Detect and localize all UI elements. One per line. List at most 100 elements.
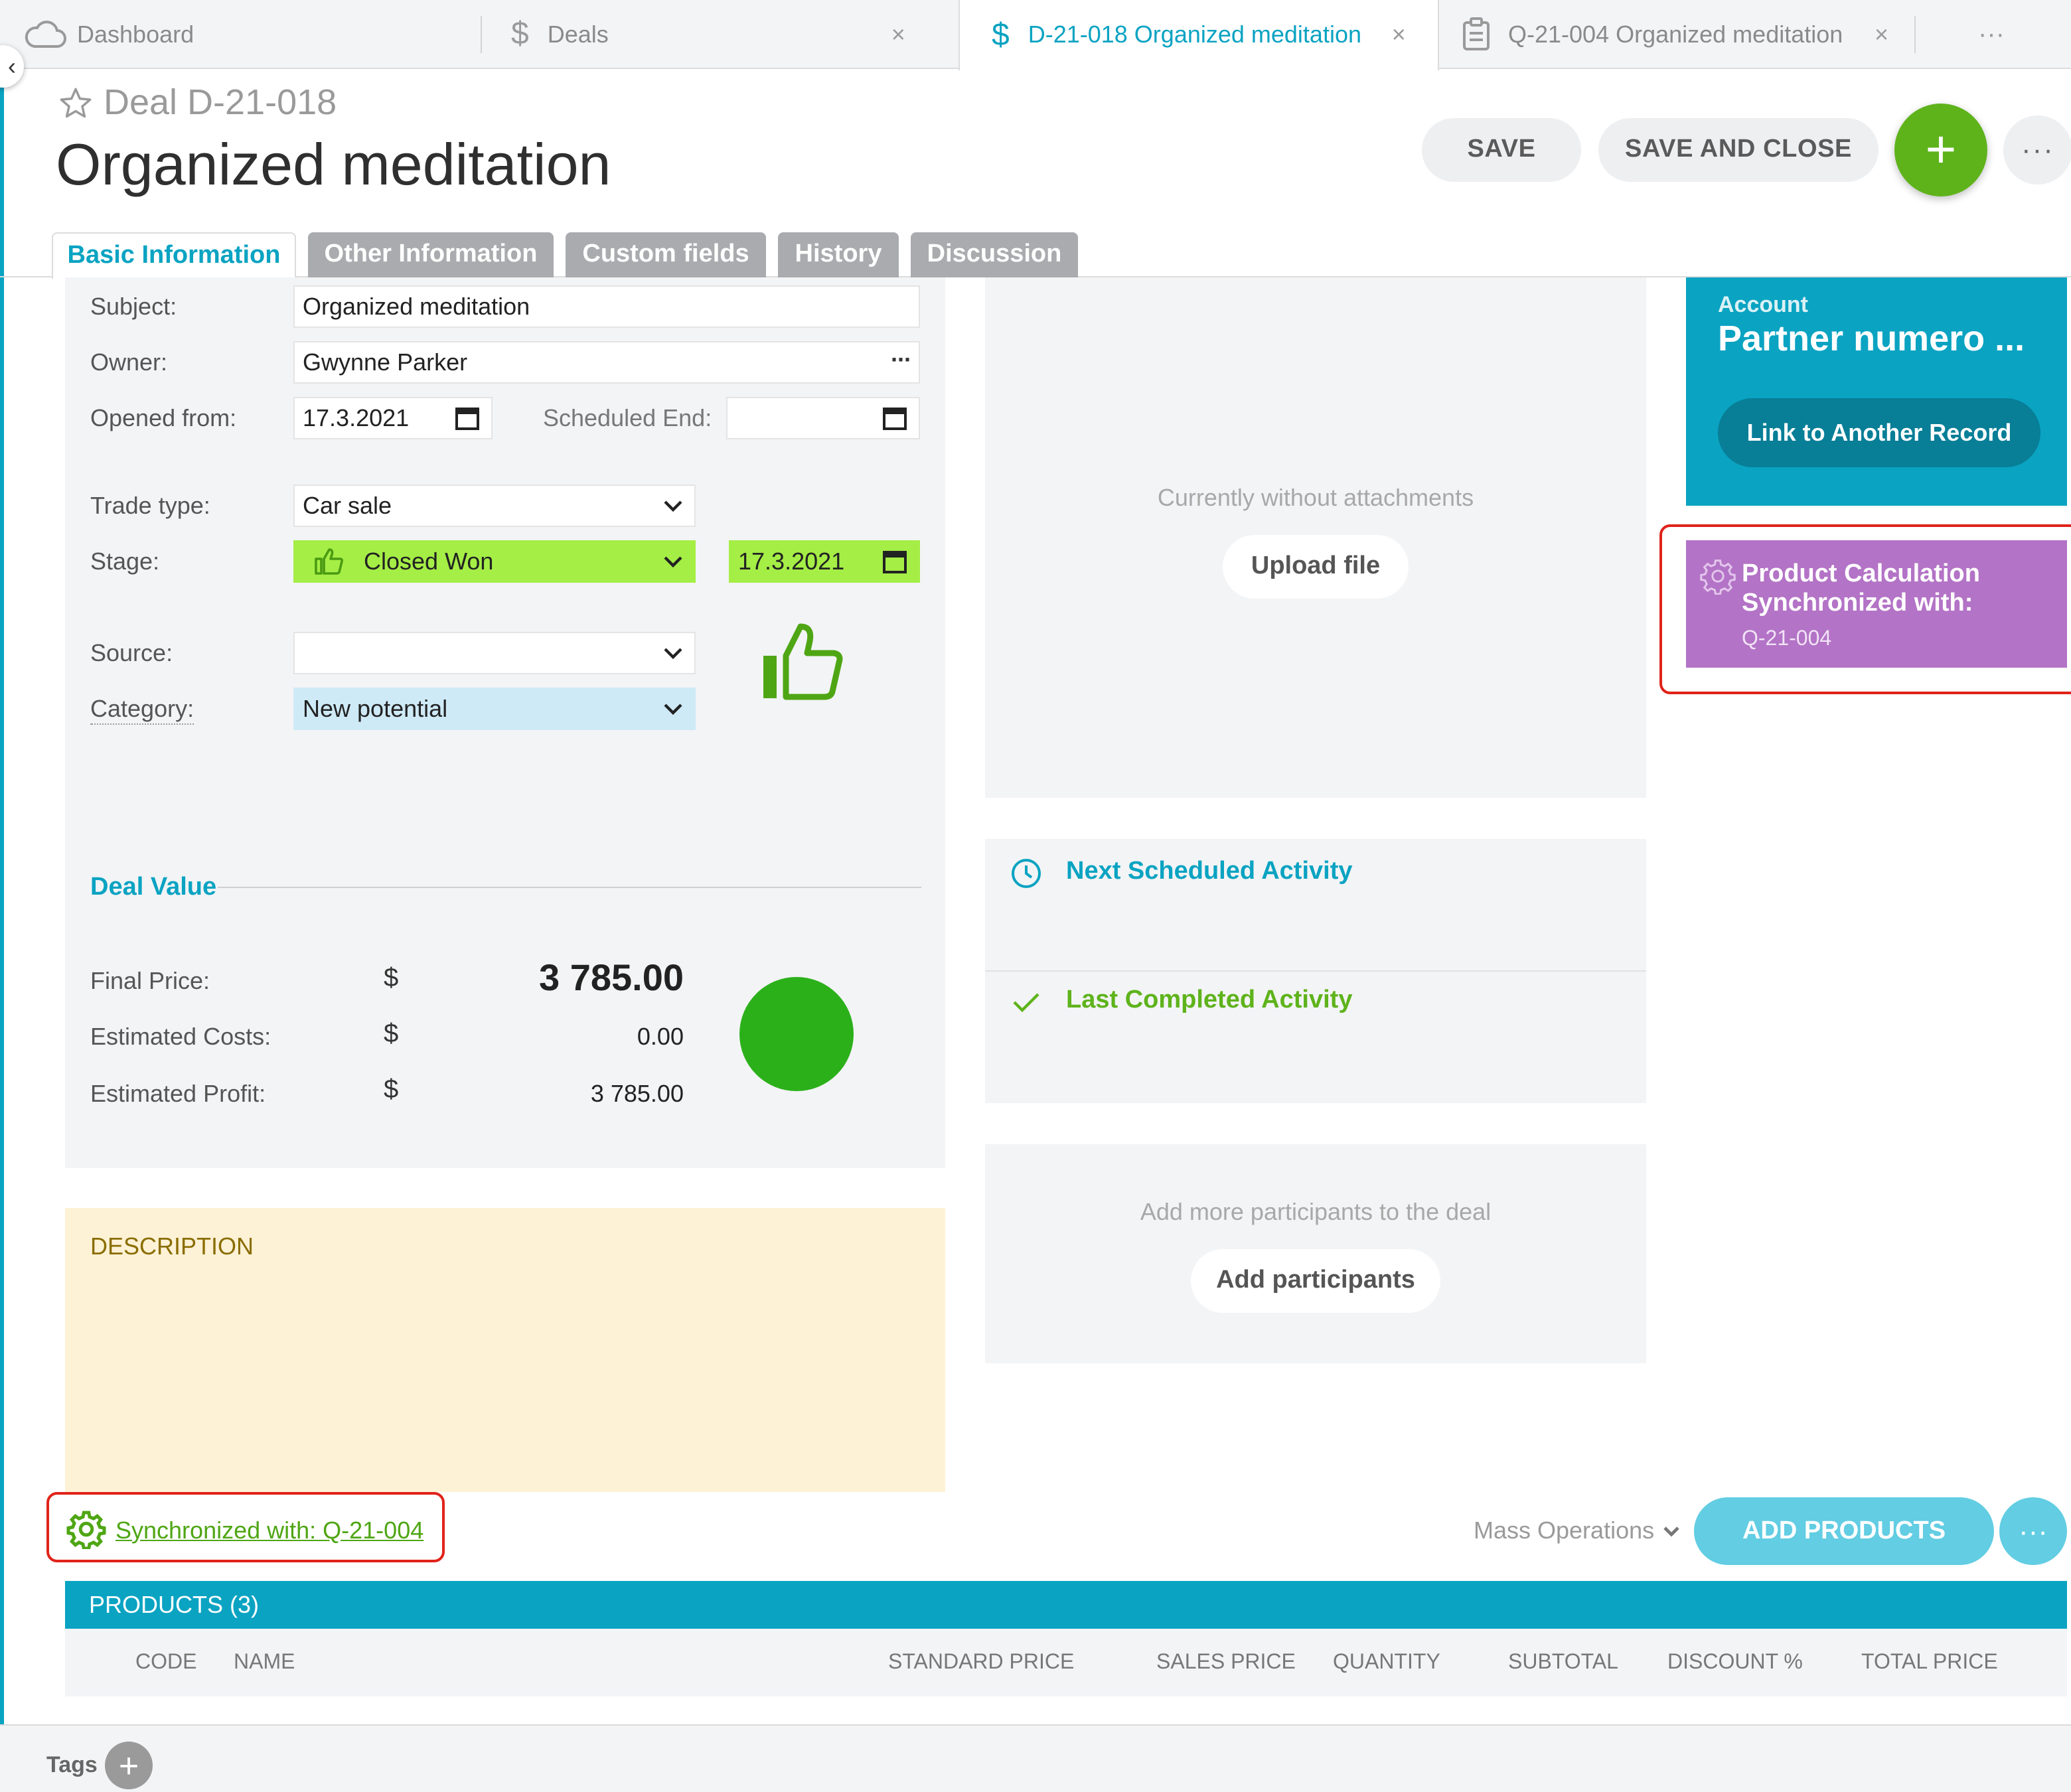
close-icon[interactable]: × — [1875, 21, 1889, 47]
chevron-down-icon — [662, 646, 684, 660]
tab-dashboard[interactable]: Dashboard — [24, 0, 462, 69]
mass-operations-label: Mass Operations — [1474, 1517, 1655, 1544]
calendar-icon[interactable] — [454, 405, 481, 431]
save-and-close-button[interactable]: SAVE AND CLOSE — [1598, 118, 1879, 182]
more-actions-button[interactable]: ··· — [2003, 115, 2071, 185]
category-label[interactable]: Category: — [90, 696, 194, 725]
star-icon[interactable] — [58, 86, 93, 120]
tab-separator — [1914, 16, 1916, 53]
tab-history[interactable]: History — [778, 232, 899, 277]
save-button[interactable]: SAVE — [1422, 118, 1581, 182]
product-calc-subtitle: Synchronized with: — [1742, 589, 1973, 617]
description-panel[interactable]: DESCRIPTION — [65, 1208, 945, 1492]
next-scheduled-activity-link[interactable]: Next Scheduled Activity — [1066, 858, 1353, 885]
estimated-costs-value: 0.00 — [637, 1023, 684, 1050]
tab-label: Deals — [547, 21, 609, 47]
final-price-value: 3 785.00 — [539, 957, 684, 998]
stage-select[interactable]: Closed Won — [293, 540, 696, 583]
calendar-icon[interactable] — [882, 405, 908, 431]
products-title: PRODUCTS (3) — [89, 1591, 260, 1617]
tab-deal-d-21-018[interactable]: $ D-21-018 Organized meditation × — [959, 0, 1439, 70]
column-header-sales-price[interactable]: SALES PRICE — [1156, 1651, 1296, 1674]
final-price-label: Final Price: — [90, 968, 210, 994]
currency-symbol: $ — [384, 964, 399, 993]
clock-icon — [1010, 858, 1042, 889]
tab-overflow-button[interactable]: ··· — [1978, 19, 2005, 48]
owner-field[interactable]: Gwynne Parker ··· — [293, 341, 920, 384]
left-accent-bar — [0, 0, 4, 1792]
trade-type-select[interactable]: Car sale — [293, 485, 696, 527]
chevron-down-icon — [662, 702, 684, 715]
thumbs-up-icon — [759, 621, 847, 704]
column-header-quantity[interactable]: QUANTITY — [1333, 1651, 1440, 1674]
scheduled-end-date-input[interactable] — [726, 397, 920, 439]
tags-footer — [0, 1724, 2071, 1792]
upload-file-button[interactable]: Upload file — [1223, 535, 1409, 599]
product-calc-ref[interactable]: Q-21-004 — [1742, 628, 1832, 650]
last-completed-activity-link[interactable]: Last Completed Activity — [1066, 986, 1353, 1014]
subject-label: Subject: — [90, 293, 177, 320]
thumbs-up-icon — [313, 547, 345, 576]
add-button[interactable]: + — [1894, 104, 1987, 196]
tab-label: Q-21-004 Organized meditation — [1508, 21, 1843, 47]
tab-custom-fields[interactable]: Custom fields — [566, 232, 766, 277]
close-icon[interactable]: × — [891, 21, 905, 47]
trade-type-value: Car sale — [303, 492, 392, 518]
stage-value: Closed Won — [364, 548, 494, 574]
column-header-total-price[interactable]: TOTAL PRICE — [1861, 1651, 1998, 1674]
column-header-code[interactable]: CODE — [135, 1651, 197, 1674]
account-card: Account Partner numero ... Link to Anoth… — [1686, 277, 2067, 506]
mass-operations-dropdown[interactable]: Mass Operations — [1474, 1517, 1681, 1545]
products-more-button[interactable]: ··· — [1999, 1497, 2067, 1565]
subject-input[interactable]: Organized meditation — [293, 285, 920, 328]
account-label: Account — [1718, 292, 1808, 317]
currency-symbol: $ — [384, 1075, 399, 1104]
category-select[interactable]: New potential — [293, 688, 696, 730]
dollar-icon: $ — [511, 16, 529, 52]
calendar-icon[interactable] — [882, 548, 908, 575]
add-tag-button[interactable]: + — [105, 1742, 153, 1789]
cloud-icon — [24, 20, 66, 49]
stage-date-value: 17.3.2021 — [738, 548, 845, 574]
participants-empty-text: Add more participants to the deal — [1140, 1199, 1492, 1225]
tab-discussion[interactable]: Discussion — [911, 232, 1078, 277]
profit-status-indicator — [739, 977, 854, 1091]
stage-date-input[interactable]: 17.3.2021 — [729, 540, 920, 583]
check-icon — [1010, 986, 1042, 1018]
column-header-subtotal[interactable]: SUBTOTAL — [1508, 1651, 1618, 1674]
table-header-row — [65, 1629, 2067, 1696]
divider — [218, 887, 921, 888]
tab-other-information[interactable]: Other Information — [308, 232, 554, 277]
column-header-name[interactable]: NAME — [234, 1651, 295, 1674]
tab-label: Dashboard — [77, 21, 194, 47]
tags-label: Tags — [46, 1752, 98, 1777]
column-header-standard-price[interactable]: STANDARD PRICE — [888, 1651, 1075, 1674]
synchronized-link[interactable]: Synchronized with: Q-21-004 — [115, 1517, 424, 1544]
estimated-profit-label: Estimated Profit: — [90, 1081, 266, 1107]
product-calculation-card[interactable]: Product Calculation Synchronized with: Q… — [1686, 540, 2067, 668]
gear-icon — [66, 1509, 106, 1549]
close-icon[interactable]: × — [1391, 21, 1406, 48]
chevron-down-icon — [662, 555, 684, 568]
tab-quote-q-21-004[interactable]: Q-21-004 Organized meditation × — [1460, 0, 1912, 69]
estimated-profit-value: 3 785.00 — [590, 1081, 684, 1107]
opened-from-date-input[interactable]: 17.3.2021 — [293, 397, 493, 439]
account-name[interactable]: Partner numero ... — [1718, 319, 2025, 358]
divider — [985, 970, 1646, 972]
scheduled-end-label: Scheduled End: — [543, 405, 712, 431]
tab-basic-information[interactable]: Basic Information — [52, 232, 296, 279]
chevron-down-icon — [662, 499, 684, 512]
chevron-down-icon — [1662, 1525, 1681, 1538]
dollar-icon: $ — [992, 17, 1010, 52]
column-header-discount[interactable]: DISCOUNT % — [1667, 1651, 1803, 1674]
deal-id: Deal D-21-018 — [58, 82, 337, 123]
ellipsis-icon[interactable]: ··· — [891, 346, 912, 373]
source-select[interactable] — [293, 632, 696, 674]
link-to-another-record-button[interactable]: Link to Another Record — [1718, 398, 2040, 467]
tab-label: D-21-018 Organized meditation — [1028, 21, 1361, 48]
description-heading: DESCRIPTION — [90, 1233, 254, 1260]
tab-deals[interactable]: $ Deals × — [511, 0, 949, 69]
highlight-box — [46, 1492, 445, 1562]
add-participants-button[interactable]: Add participants — [1191, 1249, 1440, 1313]
add-products-button[interactable]: ADD PRODUCTS — [1694, 1497, 1994, 1565]
